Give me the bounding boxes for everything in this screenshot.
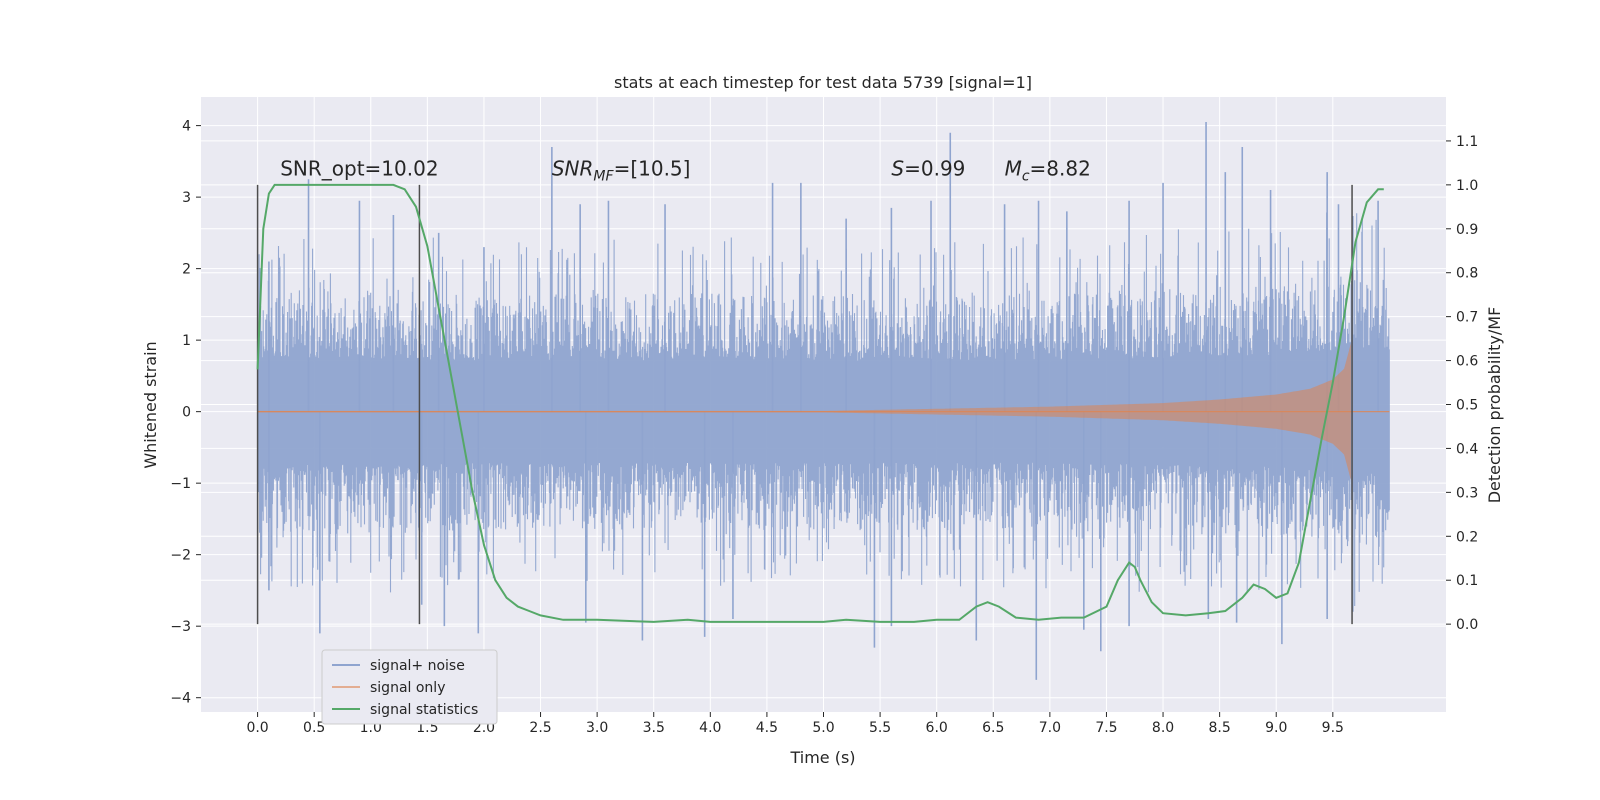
right-y-axis-label: Detection probability/MF	[1485, 307, 1504, 504]
annotation-text: SNR_opt=10.02	[280, 157, 438, 181]
annotation-math-base: SNR	[552, 157, 594, 181]
signal-only-series	[257, 343, 1390, 481]
right-y-tick-label: 0.8	[1456, 266, 1478, 282]
right-y-tick-label: 0.7	[1456, 310, 1478, 326]
right-y-axis-ticks: 1.1 1.0 0.9 0.8 0.7 0.6 0.5 0.4 0.3 0.2 0.1 0.0	[1446, 134, 1478, 633]
left-y-axis-label: Whitened strain	[141, 341, 160, 468]
right-y-tick-label: 0.6	[1456, 354, 1478, 370]
signal-statistics-series	[256, 183, 1384, 623]
legend-label-noise: signal+ noise	[370, 658, 465, 674]
x-tick-label: 2.5	[529, 720, 551, 736]
legend-label-statistics: signal statistics	[370, 702, 478, 718]
x-tick-label: 4.0	[699, 720, 721, 736]
x-tick-label: 0.5	[303, 720, 325, 736]
left-y-tick-label: −1	[170, 476, 191, 492]
x-axis-label: Time (s)	[789, 748, 855, 767]
x-axis-ticks: 0.0 0.5 1.0 1.5 2.0 2.5 3.0 3.5 4.0 4.5 5.0 5.5 6.0 6…	[246, 712, 1344, 736]
right-y-tick-label: 0.1	[1456, 573, 1478, 589]
legend-label-signal: signal only	[370, 680, 445, 696]
annotation-math-base: M	[1005, 157, 1022, 181]
statistics-line	[256, 183, 1384, 623]
right-y-tick-label: 0.5	[1456, 398, 1478, 414]
chart-title: stats at each timestep for test data 573…	[614, 73, 1032, 92]
left-y-tick-label: −3	[170, 619, 191, 635]
left-y-tick-label: 2	[182, 262, 191, 278]
right-y-tick-label: 0.0	[1456, 617, 1478, 633]
right-y-tick-label: 0.3	[1456, 485, 1478, 501]
right-y-tick-label: 1.1	[1456, 134, 1478, 150]
left-y-tick-label: 0	[182, 405, 191, 421]
x-tick-label: 0.0	[246, 720, 268, 736]
annotations: SNR_opt=10.02 SNRMF=[10.5] S=0.99 Mc=8.82	[280, 157, 1091, 185]
left-y-tick-label: 1	[182, 333, 191, 349]
x-tick-label: 9.5	[1322, 720, 1344, 736]
left-y-tick-label: −2	[170, 548, 191, 564]
annotation-value: =0.99	[904, 157, 965, 181]
x-tick-label: 8.0	[1152, 720, 1174, 736]
x-tick-label: 5.5	[869, 720, 891, 736]
annotation-text: Mc=8.82	[1005, 157, 1091, 185]
left-y-tick-label: −4	[170, 691, 191, 707]
left-y-axis-ticks: 4 3 2 1 0 −1 −2 −3 −4	[170, 119, 201, 707]
legend-box	[321, 649, 498, 725]
x-tick-label: 9.0	[1265, 720, 1287, 736]
right-y-tick-label: 0.9	[1456, 222, 1478, 238]
x-tick-label: 7.0	[1039, 720, 1061, 736]
annotation-math-subscript: MF	[593, 169, 614, 185]
right-y-tick-label: 1.0	[1456, 178, 1478, 194]
x-tick-label: 8.5	[1209, 720, 1231, 736]
right-y-tick-label: 0.2	[1456, 529, 1478, 545]
annotation-value: =[10.5]	[614, 157, 691, 181]
annotation-value: =8.82	[1030, 157, 1091, 181]
legend: signal+ noise signal only signal statist…	[321, 649, 498, 725]
annotation-math-base: S	[891, 157, 904, 181]
annotation-text: SNRMF=[10.5]	[552, 157, 691, 185]
left-y-tick-label: 3	[182, 190, 191, 206]
right-y-tick-label: 0.4	[1456, 441, 1478, 457]
x-tick-label: 7.5	[1095, 720, 1117, 736]
annotation-math-subscript: c	[1022, 169, 1030, 185]
x-tick-label: 6.5	[982, 720, 1004, 736]
x-tick-label: 3.5	[643, 720, 665, 736]
x-tick-label: 6.0	[926, 720, 948, 736]
annotation-text: S=0.99	[891, 157, 965, 181]
x-tick-label: 4.5	[756, 720, 778, 736]
x-tick-label: 3.0	[586, 720, 608, 736]
left-y-tick-label: 4	[182, 119, 191, 135]
x-tick-label: 5.0	[812, 720, 834, 736]
